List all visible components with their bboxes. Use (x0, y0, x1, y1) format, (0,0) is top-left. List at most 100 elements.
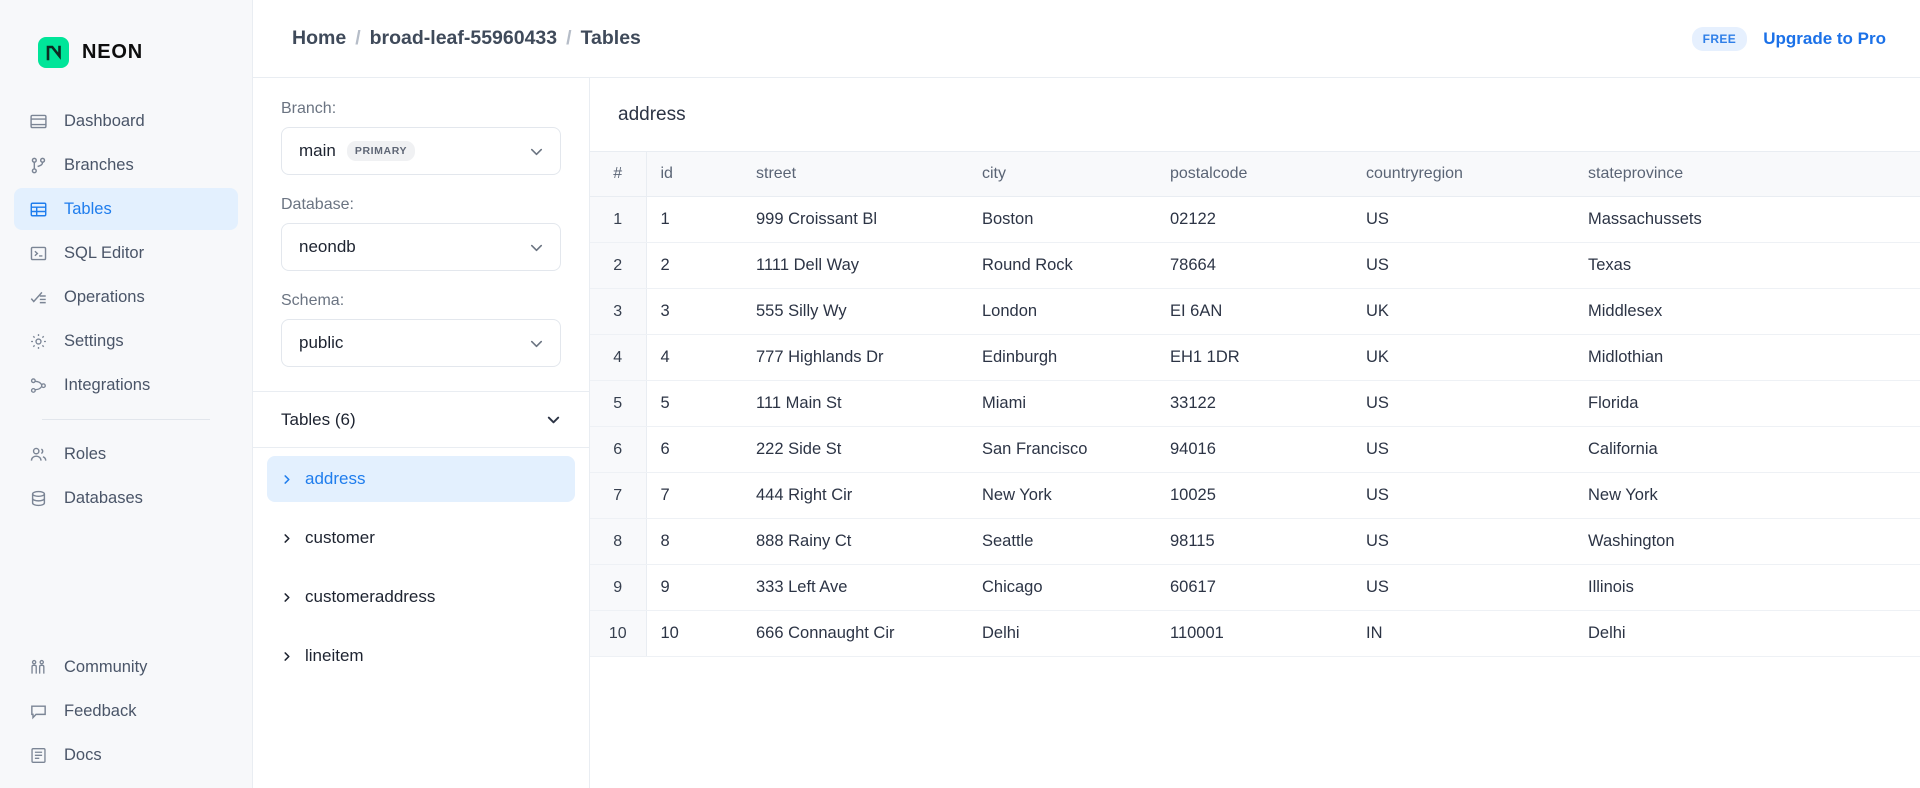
sidebar-item-roles[interactable]: Roles (14, 433, 238, 475)
cell-countryregion[interactable]: US (1352, 426, 1574, 473)
cell-street[interactable]: 666 Connaught Cir (742, 610, 968, 657)
sidebar-item-docs[interactable]: Docs (14, 734, 238, 776)
cell-id[interactable]: 3 (646, 288, 742, 335)
column-header-id[interactable]: id (646, 151, 742, 197)
cell-postalcode[interactable]: EI 6AN (1156, 288, 1352, 335)
cell-city[interactable]: Edinburgh (968, 334, 1156, 381)
cell-street[interactable]: 1111 Dell Way (742, 242, 968, 289)
row-number-cell[interactable]: 3 (590, 288, 647, 335)
cell-street[interactable]: 444 Right Cir (742, 472, 968, 519)
table-row[interactable]: 6 6 222 Side St San Francisco 94016 US Califor… (590, 426, 1920, 473)
cell-city[interactable]: Chicago (968, 564, 1156, 611)
cell-id[interactable]: 9 (646, 564, 742, 611)
cell-countryregion[interactable]: UK (1352, 288, 1574, 335)
cell-street[interactable]: 333 Left Ave (742, 564, 968, 611)
table-list-item-address[interactable]: address (267, 456, 575, 502)
cell-street[interactable]: 888 Rainy Ct (742, 518, 968, 565)
sidebar-item-integrations[interactable]: Integrations (14, 364, 238, 406)
cell-id[interactable]: 6 (646, 426, 742, 473)
column-header-stateprovince[interactable]: stateprovince (1574, 151, 1920, 197)
branch-select[interactable]: main PRIMARY (281, 127, 561, 175)
table-row[interactable]: 8 8 888 Rainy Ct Seattle 98115 US Washington (590, 518, 1920, 565)
cell-postalcode[interactable]: 02122 (1156, 196, 1352, 243)
breadcrumb-current[interactable]: Tables (580, 27, 641, 49)
column-header-rownum[interactable]: # (590, 151, 647, 197)
breadcrumb-project[interactable]: broad-leaf-55960433 (369, 27, 558, 49)
cell-postalcode[interactable]: 98115 (1156, 518, 1352, 565)
cell-stateprovince[interactable]: Delhi (1574, 610, 1920, 657)
sidebar-item-branches[interactable]: Branches (14, 144, 238, 186)
cell-stateprovince[interactable]: Middlesex (1574, 288, 1920, 335)
column-header-countryregion[interactable]: countryregion (1352, 151, 1574, 197)
cell-id[interactable]: 10 (646, 610, 742, 657)
cell-id[interactable]: 5 (646, 380, 742, 427)
upgrade-to-pro-link[interactable]: Upgrade to Pro (1763, 28, 1886, 48)
row-number-cell[interactable]: 9 (590, 564, 647, 611)
column-header-city[interactable]: city (968, 151, 1156, 197)
cell-city[interactable]: San Francisco (968, 426, 1156, 473)
sidebar-item-operations[interactable]: Operations (14, 276, 238, 318)
cell-id[interactable]: 4 (646, 334, 742, 381)
cell-countryregion[interactable]: US (1352, 242, 1574, 289)
row-number-cell[interactable]: 4 (590, 334, 647, 381)
brand-logo[interactable]: NEON (0, 0, 252, 78)
cell-stateprovince[interactable]: New York (1574, 472, 1920, 519)
cell-countryregion[interactable]: US (1352, 196, 1574, 243)
cell-stateprovince[interactable]: Midlothian (1574, 334, 1920, 381)
table-row[interactable]: 10 10 666 Connaught Cir Delhi 110001 IN Delhi (590, 610, 1920, 657)
table-row[interactable]: 1 1 999 Croissant Bl Boston 02122 US Massachus… (590, 196, 1920, 243)
cell-street[interactable]: 111 Main St (742, 380, 968, 427)
sidebar-item-sql-editor[interactable]: SQL Editor (14, 232, 238, 274)
cell-postalcode[interactable]: 110001 (1156, 610, 1352, 657)
breadcrumb-home[interactable]: Home (292, 27, 347, 49)
cell-city[interactable]: Delhi (968, 610, 1156, 657)
cell-city[interactable]: London (968, 288, 1156, 335)
row-number-cell[interactable]: 10 (590, 610, 647, 657)
cell-postalcode[interactable]: 33122 (1156, 380, 1352, 427)
cell-stateprovince[interactable]: Massachussets (1574, 196, 1920, 243)
cell-countryregion[interactable]: US (1352, 564, 1574, 611)
cell-street[interactable]: 777 Highlands Dr (742, 334, 968, 381)
table-row[interactable]: 2 2 1111 Dell Way Round Rock 78664 US Texas (590, 242, 1920, 289)
cell-city[interactable]: New York (968, 472, 1156, 519)
cell-countryregion[interactable]: IN (1352, 610, 1574, 657)
sidebar-item-community[interactable]: Community (14, 646, 238, 688)
row-number-cell[interactable]: 7 (590, 472, 647, 519)
sidebar-item-settings[interactable]: Settings (14, 320, 238, 362)
cell-id[interactable]: 7 (646, 472, 742, 519)
database-select[interactable]: neondb (281, 223, 561, 271)
cell-countryregion[interactable]: US (1352, 380, 1574, 427)
cell-street[interactable]: 222 Side St (742, 426, 968, 473)
cell-id[interactable]: 1 (646, 196, 742, 243)
sidebar-item-tables[interactable]: Tables (14, 188, 238, 230)
sidebar-item-dashboard[interactable]: Dashboard (14, 100, 238, 142)
table-list-item-customeraddress[interactable]: customeraddress (267, 574, 575, 620)
cell-stateprovince[interactable]: Texas (1574, 242, 1920, 289)
cell-city[interactable]: Seattle (968, 518, 1156, 565)
cell-countryregion[interactable]: UK (1352, 334, 1574, 381)
row-number-cell[interactable]: 2 (590, 242, 647, 289)
cell-postalcode[interactable]: 94016 (1156, 426, 1352, 473)
sidebar-item-feedback[interactable]: Feedback (14, 690, 238, 732)
table-row[interactable]: 9 9 333 Left Ave Chicago 60617 US Illinois (590, 564, 1920, 611)
cell-countryregion[interactable]: US (1352, 518, 1574, 565)
cell-city[interactable]: Boston (968, 196, 1156, 243)
table-list-item-lineitem[interactable]: lineitem (267, 633, 575, 679)
cell-stateprovince[interactable]: California (1574, 426, 1920, 473)
cell-street[interactable]: 555 Silly Wy (742, 288, 968, 335)
table-row[interactable]: 4 4 777 Highlands Dr Edinburgh EH1 1DR UK Midl… (590, 334, 1920, 381)
cell-stateprovince[interactable]: Illinois (1574, 564, 1920, 611)
row-number-cell[interactable]: 1 (590, 196, 647, 243)
cell-street[interactable]: 999 Croissant Bl (742, 196, 968, 243)
sidebar-item-databases[interactable]: Databases (14, 477, 238, 519)
cell-postalcode[interactable]: EH1 1DR (1156, 334, 1352, 381)
cell-countryregion[interactable]: US (1352, 472, 1574, 519)
table-list-item-customer[interactable]: customer (267, 515, 575, 561)
table-row[interactable]: 3 3 555 Silly Wy London EI 6AN UK Middlesex (590, 288, 1920, 335)
row-number-cell[interactable]: 6 (590, 426, 647, 473)
cell-postalcode[interactable]: 60617 (1156, 564, 1352, 611)
cell-stateprovince[interactable]: Washington (1574, 518, 1920, 565)
cell-id[interactable]: 2 (646, 242, 742, 289)
row-number-cell[interactable]: 8 (590, 518, 647, 565)
tables-list-header[interactable]: Tables (6) (253, 392, 589, 448)
